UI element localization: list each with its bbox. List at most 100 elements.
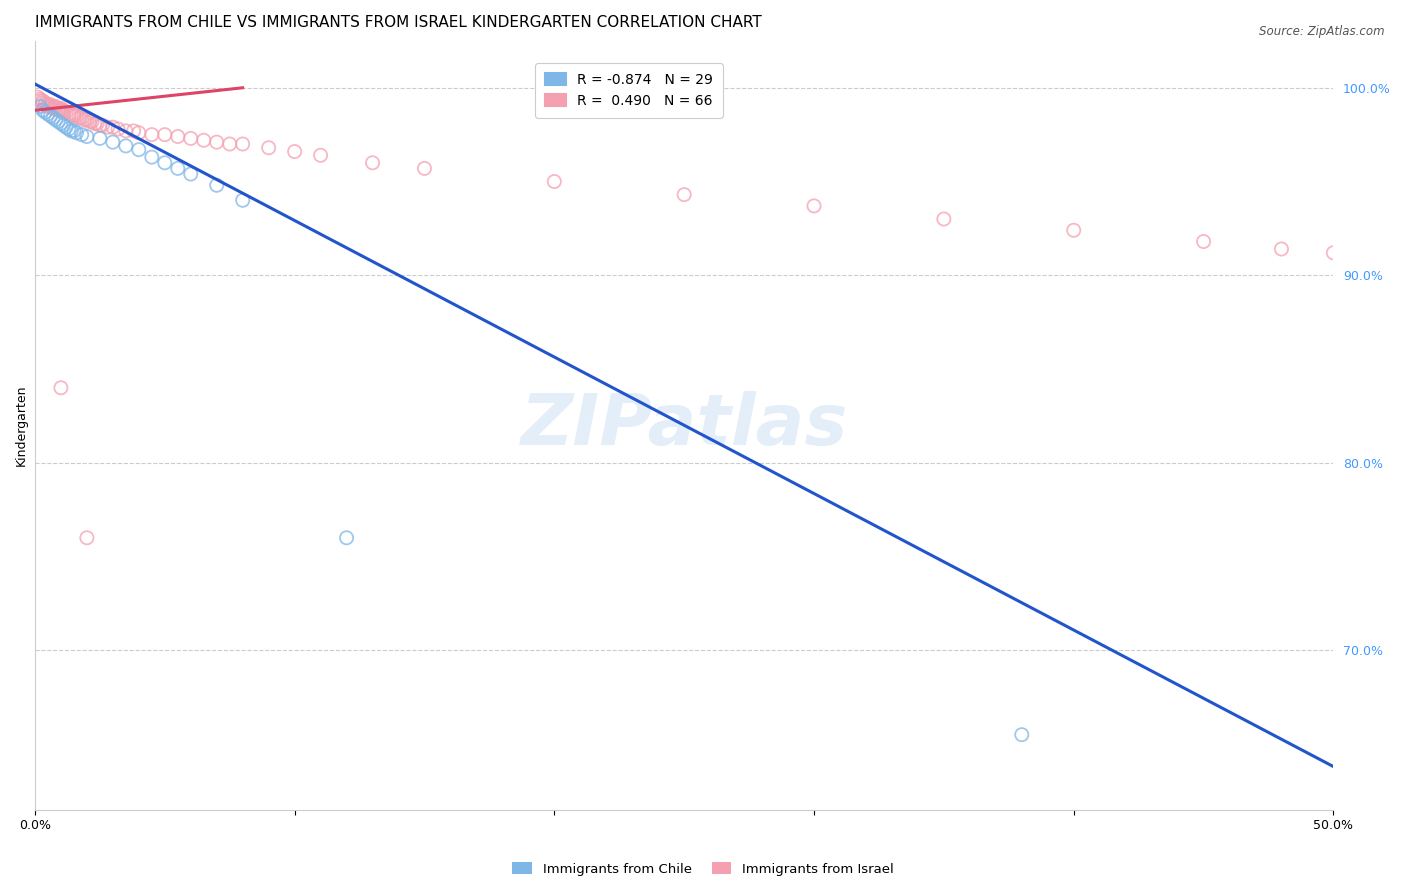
Point: [83, 116, 105, 130]
Point: [63, 107, 86, 121]
Point: [67, 111, 90, 125]
Point: [58, 107, 80, 121]
Point: [89, 131, 111, 145]
Point: [101, 120, 124, 135]
Point: [257, 141, 280, 155]
Point: [42, 102, 65, 116]
Point: [49, 103, 72, 118]
Point: [73, 112, 96, 127]
Point: [52, 105, 75, 120]
Point: [31, 95, 53, 110]
Point: [34, 95, 56, 110]
Point: [27, 90, 49, 104]
Point: [97, 120, 120, 135]
Point: [89, 118, 111, 132]
Point: [180, 131, 202, 145]
Point: [52, 118, 75, 132]
Point: [101, 135, 124, 149]
Point: [153, 128, 176, 142]
Point: [91, 118, 114, 132]
Point: [31, 94, 53, 108]
Point: [180, 167, 202, 181]
Point: [31, 103, 53, 118]
Point: [63, 109, 86, 123]
Point: [232, 194, 254, 208]
Point: [49, 381, 72, 395]
Point: [52, 103, 75, 118]
Point: [46, 102, 69, 116]
Point: [45, 99, 67, 113]
Point: [39, 109, 62, 123]
Text: Source: ZipAtlas.com: Source: ZipAtlas.com: [1260, 25, 1385, 38]
Point: [1011, 728, 1033, 742]
Point: [30, 94, 52, 108]
Point: [86, 116, 108, 130]
Point: [42, 111, 65, 125]
Point: [205, 178, 228, 193]
Point: [76, 129, 98, 144]
Point: [166, 129, 188, 144]
Point: [932, 212, 955, 227]
Point: [70, 111, 93, 125]
Point: [1192, 235, 1215, 249]
Point: [128, 143, 150, 157]
Point: [37, 107, 59, 121]
Point: [153, 155, 176, 169]
Point: [46, 103, 69, 118]
Legend: R = -0.874   N = 29, R =  0.490   N = 66: R = -0.874 N = 29, R = 0.490 N = 66: [536, 63, 723, 118]
Point: [1063, 223, 1085, 237]
Point: [37, 97, 59, 112]
Point: [30, 99, 52, 113]
Point: [49, 102, 72, 116]
Point: [76, 531, 98, 545]
Point: [166, 161, 188, 176]
Point: [284, 145, 307, 159]
Point: [141, 150, 163, 164]
Point: [122, 124, 145, 138]
Point: [803, 199, 825, 213]
Point: [107, 122, 129, 136]
Point: [65, 126, 87, 140]
Point: [413, 161, 436, 176]
Point: [70, 128, 93, 142]
Point: [55, 120, 77, 135]
Point: [55, 105, 77, 120]
Point: [42, 99, 65, 113]
Point: [335, 531, 357, 545]
Point: [114, 139, 136, 153]
Point: [39, 99, 62, 113]
Point: [46, 114, 69, 128]
Text: IMMIGRANTS FROM CHILE VS IMMIGRANTS FROM ISRAEL KINDERGARTEN CORRELATION CHART: IMMIGRANTS FROM CHILE VS IMMIGRANTS FROM…: [35, 15, 762, 30]
Point: [673, 187, 696, 202]
Point: [58, 122, 80, 136]
Point: [37, 99, 59, 113]
Point: [128, 126, 150, 140]
Y-axis label: Kindergarten: Kindergarten: [15, 384, 28, 466]
Point: [361, 155, 384, 169]
Point: [543, 174, 565, 188]
Point: [34, 97, 56, 112]
Point: [205, 135, 228, 149]
Legend: Immigrants from Chile, Immigrants from Israel: Immigrants from Chile, Immigrants from I…: [508, 857, 898, 881]
Point: [193, 133, 215, 147]
Point: [60, 124, 83, 138]
Point: [141, 128, 163, 142]
Point: [76, 112, 98, 127]
Text: ZIPatlas: ZIPatlas: [520, 391, 848, 459]
Point: [79, 114, 101, 128]
Point: [45, 112, 67, 127]
Point: [232, 136, 254, 151]
Point: [39, 97, 62, 112]
Point: [45, 102, 67, 116]
Point: [114, 124, 136, 138]
Point: [60, 107, 83, 121]
Point: [30, 92, 52, 106]
Point: [65, 109, 87, 123]
Point: [63, 124, 86, 138]
Point: [1270, 242, 1292, 256]
Point: [1322, 245, 1344, 260]
Point: [309, 148, 332, 162]
Point: [218, 136, 240, 151]
Point: [34, 105, 56, 120]
Point: [80, 114, 103, 128]
